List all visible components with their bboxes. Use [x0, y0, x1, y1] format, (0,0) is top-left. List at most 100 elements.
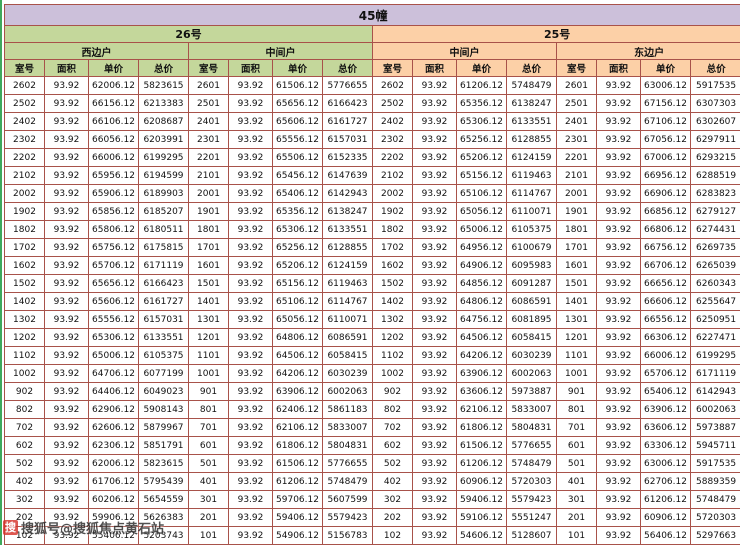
cell-room-number: 1202 [4, 328, 45, 347]
cell-area: 93.92 [412, 364, 457, 383]
cell-total-price: 6114767 [322, 292, 373, 311]
cell-unit-price: 61706.12 [88, 472, 139, 491]
section-header-26: 26号 [4, 25, 373, 43]
cell-total-price: 5889359 [689, 472, 740, 491]
cell-area: 93.92 [228, 400, 273, 419]
table-row: 1902 93.92 65856.12 6185207 1901 93.92 65356.1… [4, 202, 740, 221]
cell-area: 93.92 [44, 292, 89, 311]
cell-room-number: 802 [4, 400, 45, 419]
table-row: 902 93.92 64406.12 6049023 901 93.92 63906.12 6… [4, 382, 740, 401]
cell-unit-price: 65706.12 [640, 364, 691, 383]
cell-room-number: 901 [188, 382, 229, 401]
cell-area: 93.92 [44, 202, 89, 221]
cell-area: 93.92 [596, 364, 641, 383]
cell-room-number: 802 [372, 400, 413, 419]
cell-total-price: 6142943 [322, 184, 373, 203]
cell-total-price: 6166423 [138, 274, 189, 293]
column-header-area: 面积 [412, 59, 457, 77]
cell-area: 93.92 [44, 328, 89, 347]
cell-area: 93.92 [412, 130, 457, 149]
cell-unit-price: 61806.12 [456, 418, 507, 437]
cell-area: 93.92 [412, 382, 457, 401]
cell-unit-price: 65306.12 [272, 220, 323, 239]
table-row: 1702 93.92 65756.12 6175815 1701 93.92 65256.1… [4, 238, 740, 257]
cell-unit-price: 65706.12 [88, 256, 139, 275]
cell-area: 93.92 [596, 472, 641, 491]
cell-unit-price: 59706.12 [272, 490, 323, 509]
cell-unit-price: 61206.12 [640, 490, 691, 509]
cell-total-price: 5748479 [689, 490, 740, 509]
cell-room-number: 801 [188, 400, 229, 419]
cell-room-number: 2101 [188, 166, 229, 185]
cell-area: 93.92 [44, 454, 89, 473]
cell-unit-price: 65606.12 [88, 292, 139, 311]
price-table: 45幢 26号 25号 西边户 中间户 中间户 东边户 室号 面积 单价 总价 室号 面积… [3, 4, 740, 545]
cell-room-number: 1101 [188, 346, 229, 365]
cell-total-price: 6119463 [322, 274, 373, 293]
cell-area: 93.92 [412, 508, 457, 527]
cell-total-price: 6161727 [138, 292, 189, 311]
cell-area: 93.92 [228, 166, 273, 185]
cell-unit-price: 64856.12 [456, 274, 507, 293]
cell-area: 93.92 [412, 148, 457, 167]
cell-unit-price: 65956.12 [88, 166, 139, 185]
cell-room-number: 402 [4, 472, 45, 491]
table-row: 1802 93.92 65806.12 6180511 1801 93.92 65306.1… [4, 220, 740, 239]
cell-room-number: 2502 [4, 94, 45, 113]
column-header-total-price: 总价 [506, 59, 557, 77]
cell-area: 93.92 [412, 454, 457, 473]
cell-area: 93.92 [412, 292, 457, 311]
unit-type-east-25: 东边户 [555, 42, 740, 60]
cell-unit-price: 66706.12 [640, 256, 691, 275]
cell-area: 93.92 [228, 508, 273, 527]
cell-total-price: 5795439 [138, 472, 189, 491]
cell-total-price: 6152335 [322, 148, 373, 167]
cell-room-number: 1101 [556, 346, 597, 365]
table-row: 402 93.92 61706.12 5795439 401 93.92 61206.12 5… [4, 472, 740, 491]
cell-room-number: 1302 [372, 310, 413, 329]
cell-total-price: 5297663 [689, 526, 740, 545]
cell-total-price: 6171119 [138, 256, 189, 275]
cell-area: 93.92 [412, 490, 457, 509]
table-row: 702 93.92 62606.12 5879967 701 93.92 62106.12 5… [4, 418, 740, 437]
cell-unit-price: 64706.12 [88, 364, 139, 383]
cell-room-number: 1501 [556, 274, 597, 293]
column-header-unit-price: 单价 [456, 59, 507, 77]
cell-total-price: 5579423 [506, 490, 557, 509]
cell-unit-price: 65206.12 [456, 148, 507, 167]
cell-area: 93.92 [44, 472, 89, 491]
cell-room-number: 202 [372, 508, 413, 527]
cell-room-number: 1801 [556, 220, 597, 239]
cell-area: 93.92 [228, 364, 273, 383]
table-row: 102 93.92 55406.12 5203743 101 93.92 54906.12 5… [4, 526, 740, 545]
table-row: 1002 93.92 64706.12 6077199 1001 93.92 64206.1… [4, 364, 740, 383]
cell-area: 93.92 [412, 400, 457, 419]
cell-unit-price: 61206.12 [456, 76, 507, 95]
cell-area: 93.92 [412, 184, 457, 203]
table-row: 2302 93.92 66056.12 6203991 2301 93.92 65556.1… [4, 130, 740, 149]
cell-room-number: 1301 [188, 310, 229, 329]
cell-total-price: 6058415 [506, 328, 557, 347]
unit-type-row: 西边户 中间户 中间户 东边户 [4, 42, 740, 60]
cell-total-price: 6283823 [689, 184, 740, 203]
table-row: 2502 93.92 66156.12 6213383 2501 93.92 65656.1… [4, 94, 740, 113]
cell-total-price: 5720303 [506, 472, 557, 491]
cell-unit-price: 60206.12 [88, 490, 139, 509]
cell-room-number: 1402 [372, 292, 413, 311]
table-row: 2602 93.92 62006.12 5823615 2601 93.92 61506.1… [4, 76, 740, 95]
cell-unit-price: 61506.12 [272, 76, 323, 95]
cell-unit-price: 65656.12 [88, 274, 139, 293]
cell-total-price: 5879967 [138, 418, 189, 437]
cell-unit-price: 62706.12 [640, 472, 691, 491]
cell-total-price: 6194599 [138, 166, 189, 185]
cell-total-price: 5917535 [689, 454, 740, 473]
cell-area: 93.92 [412, 472, 457, 491]
cell-total-price: 6260343 [689, 274, 740, 293]
cell-area: 93.92 [44, 418, 89, 437]
cell-area: 93.92 [596, 220, 641, 239]
title-row: 45幢 [3, 4, 740, 26]
cell-unit-price: 63006.12 [640, 454, 691, 473]
cell-area: 93.92 [44, 436, 89, 455]
cell-room-number: 2501 [556, 94, 597, 113]
cell-room-number: 2202 [372, 148, 413, 167]
